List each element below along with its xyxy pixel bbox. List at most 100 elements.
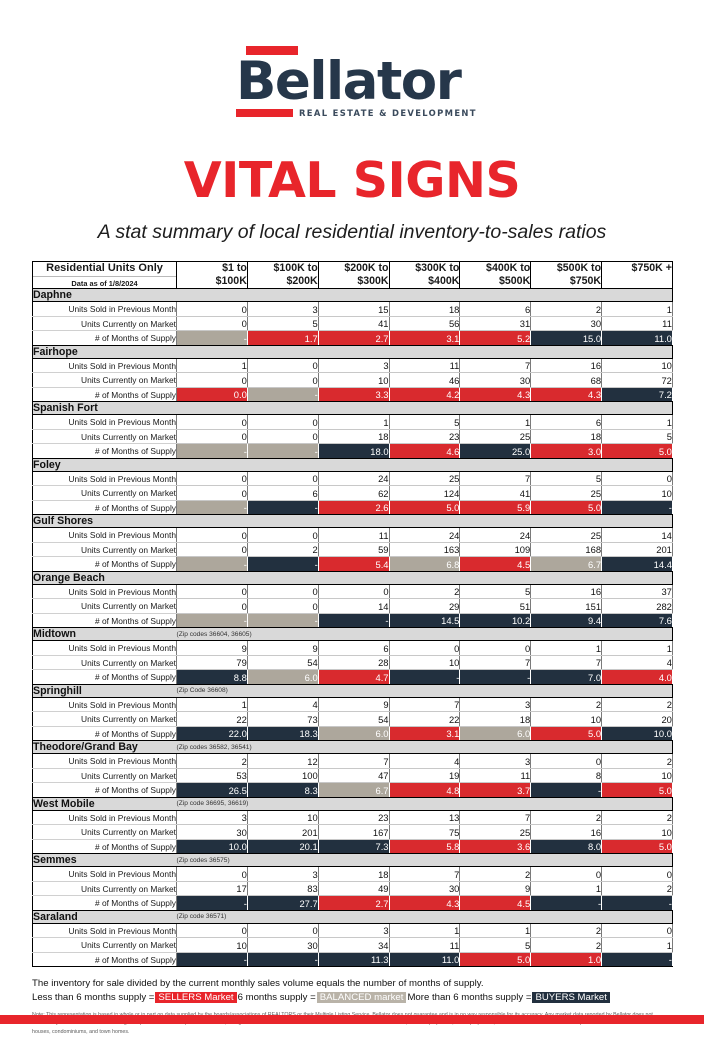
data-cell: 9 — [459, 881, 532, 897]
data-cell: 6.7 — [318, 782, 390, 798]
data-cell: 47 — [318, 768, 390, 784]
data-cell: 0 — [530, 753, 603, 769]
months-of-supply-row: # of Months of Supply 26.5 8.3 6.7 4.8 3.7-5.… — [32, 782, 673, 798]
row-label: Units Sold in Previous Month — [32, 527, 177, 543]
data-cell: 1 — [318, 414, 390, 430]
data-cell: 11.0 — [601, 330, 673, 346]
data-cell: 20.1 — [247, 839, 319, 855]
data-cell: 2.7 — [318, 895, 390, 911]
units-on-market-row: Units Currently on Market 22 73 54 22 18 10 20 — [32, 711, 673, 727]
data-cell: 51 — [459, 598, 532, 614]
data-cell: 24 — [459, 527, 532, 543]
data-cell: 168 — [530, 542, 603, 558]
footer-accent-bar — [0, 1015, 704, 1024]
data-cell: 7.2 — [601, 387, 673, 403]
column-header-7: $750K + — [601, 261, 673, 290]
units-on-market-row: Units Currently on Market 79 54 28 10 7 7 4 — [32, 655, 673, 671]
data-cell: 4 — [247, 696, 319, 713]
city-name: West Mobile — [32, 796, 177, 811]
data-cell: 5.0 — [601, 443, 673, 459]
units-on-market-row: Units Currently on Market 0 0 14 29 51 151 282 — [32, 598, 673, 614]
row-label: Units Currently on Market — [32, 655, 177, 671]
data-cell: 0 — [247, 357, 319, 374]
row-label: Units Currently on Market — [32, 485, 177, 501]
data-cell: 4.7 — [318, 669, 390, 685]
data-cell: 0 — [247, 922, 319, 939]
months-of-supply-row: # of Months of Supply - -2.6 5.0 5.9 5.0- — [32, 500, 673, 516]
column-header-1: $1 to $100K — [176, 261, 248, 290]
city-name: Semmes — [32, 853, 177, 868]
data-cell: 10 — [247, 809, 319, 826]
data-cell: 4 — [389, 753, 461, 769]
row-label: # of Months of Supply — [32, 443, 177, 459]
data-cell: 6 — [459, 301, 532, 317]
data-cell: - — [176, 443, 248, 459]
city-zip-note — [176, 570, 673, 585]
city-zip-note — [176, 288, 673, 303]
data-cell: 0 — [176, 301, 248, 317]
data-cell: 15.0 — [530, 330, 603, 346]
data-cell: 5 — [247, 316, 319, 332]
data-cell: 31 — [459, 316, 532, 332]
data-cell: 41 — [318, 316, 390, 332]
units-sold-row: Units Sold in Previous Month 0 3 18 7 2 0 0 — [32, 866, 673, 882]
data-cell: 10.0 — [176, 839, 248, 855]
units-sold-row: Units Sold in Previous Month 0 0 1 5 1 6 1 — [32, 414, 673, 430]
months-of-supply-row: # of Months of Supply - -18.0 4.6 25.0 3.0 5.0 — [32, 443, 673, 459]
row-label: Units Sold in Previous Month — [32, 922, 177, 939]
months-of-supply-row: # of Months of Supply 22.0 18.3 6.0 3.1 6.0 5.… — [32, 726, 673, 742]
brand-logo: Bellator REAL ESTATE & DEVELOPMENT — [32, 0, 672, 118]
data-cell: 10 — [601, 768, 673, 784]
data-cell: 79 — [176, 655, 248, 671]
city-name: Gulf Shores — [32, 514, 177, 529]
data-cell: 7.0 — [530, 669, 603, 685]
data-cell: 5 — [601, 429, 673, 445]
data-cell: - — [247, 500, 319, 516]
data-cell: 10.2 — [459, 613, 532, 629]
data-cell: 3 — [176, 809, 248, 826]
legend-buyers-chip: BUYERS Market — [532, 991, 610, 1003]
data-cell: 1 — [389, 922, 461, 939]
data-cell: 54 — [318, 711, 390, 727]
data-cell: 18 — [318, 429, 390, 445]
data-cell: 0 — [247, 429, 319, 445]
units-sold-row: Units Sold in Previous Month 0 3 15 18 6 2 1 — [32, 301, 673, 317]
city-header-row: Springhill (Zip Code 36608) — [32, 683, 673, 698]
data-cell: 5.9 — [459, 500, 532, 516]
data-cell: 14.5 — [389, 613, 461, 629]
data-cell: 22 — [389, 711, 461, 727]
data-cell: 7 — [389, 866, 461, 882]
row-label: # of Months of Supply — [32, 500, 177, 516]
data-cell: 41 — [459, 485, 532, 501]
data-cell: 2 — [459, 866, 532, 882]
data-cell: 8.3 — [247, 782, 319, 798]
data-cell: 5 — [459, 937, 532, 953]
row-label: Units Sold in Previous Month — [32, 470, 177, 487]
data-cell: 3.6 — [459, 839, 532, 855]
data-cell: 2 — [530, 809, 603, 826]
data-cell: 124 — [389, 485, 461, 501]
data-cell: 2 — [601, 881, 673, 897]
data-cell: 23 — [389, 429, 461, 445]
city-header-row: West Mobile (Zip code 36695, 36619) — [32, 796, 673, 811]
legend-key-row: Less than 6 months supply = SELLERS Marke… — [32, 991, 672, 1003]
data-cell: 2 — [247, 542, 319, 558]
city-header-row: Midtown (Zip codes 36604, 36605) — [32, 627, 673, 642]
data-cell: 6.8 — [389, 556, 461, 572]
data-cell: 5.4 — [318, 556, 390, 572]
data-cell: 6.0 — [247, 669, 319, 685]
column-header-2: $100K to $200K — [246, 261, 319, 290]
data-cell: 3.3 — [318, 387, 390, 403]
data-cell: - — [530, 895, 603, 911]
data-cell: 7 — [530, 655, 603, 671]
legend-sellers-chip: SELLERS Market — [155, 991, 237, 1003]
data-cell: 5.0 — [459, 952, 532, 968]
data-cell: 8.8 — [176, 669, 248, 685]
data-cell: 12 — [247, 753, 319, 769]
units-on-market-row: Units Currently on Market 0 0 18 23 25 18 5 — [32, 429, 673, 445]
data-cell: 15 — [318, 301, 390, 317]
data-cell: 6 — [530, 414, 603, 430]
data-cell: 54 — [247, 655, 319, 671]
column-header-3: $200K to $300K — [317, 261, 390, 290]
data-cell: 0 — [176, 485, 248, 501]
